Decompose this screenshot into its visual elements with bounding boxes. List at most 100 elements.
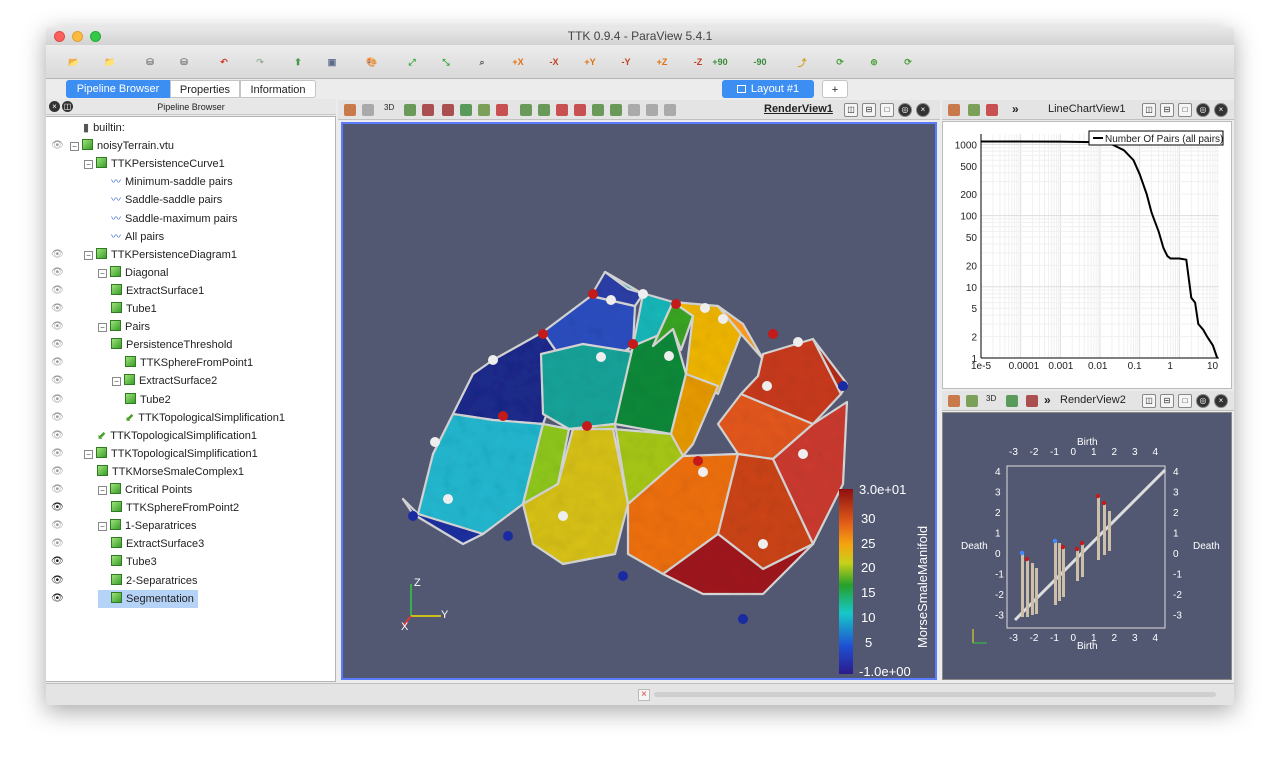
close-view-icon[interactable]: ×: [1214, 394, 1228, 408]
zoom-box-button[interactable]: ⌕: [479, 56, 485, 67]
more-tools-icon[interactable]: »: [1044, 393, 1051, 407]
selection-tool-icon[interactable]: [496, 104, 508, 116]
collapse-toggle-icon[interactable]: −: [70, 142, 79, 152]
center-axes-button[interactable]: ⟳: [836, 56, 844, 67]
pipeline-item[interactable]: 👁 − 1-Separatrices: [46, 517, 334, 535]
tab-properties[interactable]: Properties: [170, 80, 240, 98]
visibility-eye-icon[interactable]: 👁: [51, 574, 64, 586]
render-view-1-3d-toggle[interactable]: 3D: [384, 103, 395, 112]
close-view-icon[interactable]: ×: [1214, 103, 1228, 117]
pipeline-item[interactable]: 👁 − ExtractSurface2: [46, 372, 334, 390]
disconnect-button[interactable]: ⛁: [180, 56, 188, 67]
collapse-toggle-icon[interactable]: −: [112, 377, 121, 387]
view-minus-z-button[interactable]: -Z: [693, 57, 703, 67]
rotate-plus-90-button[interactable]: +90: [712, 57, 728, 67]
pipeline-item[interactable]: 👁 PersistenceThreshold: [46, 336, 334, 354]
chart-tool-icon[interactable]: [948, 104, 960, 116]
visibility-eye-icon[interactable]: 👁: [51, 592, 64, 604]
selection-tool-icon[interactable]: [538, 104, 550, 116]
pipeline-item[interactable]: 👁 Tube3: [46, 553, 334, 571]
split-horizontal-icon[interactable]: ◫: [1142, 103, 1156, 117]
view-minus-y-button[interactable]: -Y: [621, 57, 631, 67]
render-view-2-3d-toggle[interactable]: 3D: [986, 394, 997, 403]
tab-layout-1[interactable]: Layout #1 ×: [722, 80, 814, 113]
save-screenshot-button[interactable]: ⬆: [294, 56, 302, 67]
visibility-eye-icon[interactable]: 👁: [51, 284, 64, 296]
chart-tool-icon[interactable]: [986, 104, 998, 116]
color-palette-button[interactable]: 🎨: [366, 56, 378, 67]
view-plus-y-button[interactable]: +Y: [584, 57, 596, 67]
visibility-eye-icon[interactable]: 👁: [51, 447, 64, 459]
orientation-axes-button[interactable]: ⤴: [797, 57, 807, 68]
collapse-toggle-icon[interactable]: −: [98, 323, 107, 333]
stop-icon[interactable]: ×: [638, 689, 650, 701]
view-plus-x-button[interactable]: +X: [512, 57, 524, 67]
camera-tool-icon[interactable]: [1026, 395, 1038, 407]
pipeline-item[interactable]: 〰 Minimum-saddle pairs: [46, 173, 334, 191]
visibility-eye-icon[interactable]: 👁: [51, 429, 64, 441]
camera-tool-icon[interactable]: [966, 395, 978, 407]
selection-tool-icon[interactable]: [362, 104, 374, 116]
more-tools-icon[interactable]: »: [1012, 102, 1019, 116]
float-panel-icon[interactable]: ◫: [62, 101, 73, 112]
selection-tool-icon[interactable]: [646, 104, 658, 116]
selection-tool-icon[interactable]: [556, 104, 568, 116]
pipeline-item[interactable]: 👁 2-Separatrices: [46, 572, 334, 590]
save-animation-button[interactable]: ▣: [327, 56, 337, 67]
collapse-toggle-icon[interactable]: −: [98, 268, 107, 278]
selection-tool-icon[interactable]: [520, 104, 532, 116]
pipeline-item[interactable]: 👁 TTKSphereFromPoint1: [46, 354, 334, 372]
pipeline-item[interactable]: − TTKPersistenceCurve1: [46, 155, 334, 173]
selection-tool-icon[interactable]: [460, 104, 472, 116]
pipeline-item[interactable]: 👁 Segmentation: [46, 589, 334, 608]
redo-button[interactable]: ↷: [256, 56, 264, 67]
camera-tool-icon[interactable]: [948, 395, 960, 407]
undo-button[interactable]: ↶: [220, 56, 228, 67]
tab-information[interactable]: Information: [240, 80, 316, 98]
view-minus-x-button[interactable]: -X: [549, 57, 559, 67]
selection-tool-icon[interactable]: [478, 104, 490, 116]
pipeline-item[interactable]: 👁 − Critical Points: [46, 481, 334, 499]
pipeline-item[interactable]: 〰 Saddle-maximum pairs: [46, 210, 334, 228]
collapse-toggle-icon[interactable]: −: [98, 486, 107, 495]
selection-tool-icon[interactable]: [574, 104, 586, 116]
pipeline-item[interactable]: 👁 − noisyTerrain.vtu: [46, 137, 334, 155]
pipeline-item[interactable]: 👁 TTKSphereFromPoint2: [46, 499, 334, 517]
restore-icon[interactable]: ◎: [898, 103, 912, 117]
reset-center-button[interactable]: ⟳: [904, 56, 912, 67]
selection-tool-icon[interactable]: [592, 104, 604, 116]
view-plus-z-button[interactable]: +Z: [656, 57, 668, 67]
selection-tool-icon[interactable]: [344, 104, 356, 116]
chart-tool-icon[interactable]: [968, 104, 980, 116]
collapse-toggle-icon[interactable]: −: [84, 160, 93, 170]
selection-tool-icon[interactable]: [404, 104, 416, 116]
split-vertical-icon[interactable]: ⊟: [1160, 103, 1174, 117]
visibility-eye-icon[interactable]: 👁: [51, 538, 64, 550]
pipeline-item[interactable]: 👁 ExtractSurface3: [46, 535, 334, 553]
maximize-icon[interactable]: □: [1178, 103, 1192, 117]
pipeline-item[interactable]: 👁 − Diagonal: [46, 264, 334, 282]
restore-icon[interactable]: ◎: [1196, 103, 1210, 117]
split-vertical-icon[interactable]: ⊟: [862, 103, 876, 117]
pipeline-item[interactable]: 👁 ExtractSurface1: [46, 282, 334, 300]
visibility-eye-icon[interactable]: 👁: [51, 248, 64, 260]
visibility-eye-icon[interactable]: 👁: [51, 393, 64, 405]
selection-tool-icon[interactable]: [442, 104, 454, 116]
visibility-eye-icon[interactable]: 👁: [51, 339, 64, 351]
visibility-eye-icon[interactable]: 👁: [51, 411, 64, 423]
visibility-eye-icon[interactable]: 👁: [51, 357, 64, 369]
add-layout-button[interactable]: +: [822, 80, 848, 98]
pipeline-item[interactable]: ▮ builtin:: [46, 119, 334, 137]
pipeline-item[interactable]: 〰 Saddle-saddle pairs: [46, 191, 334, 209]
pick-center-button[interactable]: ⊚: [870, 56, 878, 67]
load-state-button[interactable]: 📁: [104, 56, 116, 67]
line-chart-view[interactable]: 1e-5 0.0001 0.001 0.01 0.1 1 10 1000 500 200 100 50…: [942, 121, 1232, 389]
open-file-button[interactable]: 📂: [68, 56, 80, 67]
collapse-toggle-icon[interactable]: −: [84, 449, 93, 459]
close-view-icon[interactable]: ×: [916, 103, 930, 117]
pipeline-item[interactable]: 👁 Tube1: [46, 300, 334, 318]
rotate-minus-90-button[interactable]: -90: [753, 57, 767, 67]
maximize-icon[interactable]: □: [1178, 394, 1192, 408]
visibility-eye-icon[interactable]: 👁: [51, 266, 64, 278]
pipeline-item[interactable]: 👁 − TTKPersistenceDiagram1: [46, 246, 334, 264]
